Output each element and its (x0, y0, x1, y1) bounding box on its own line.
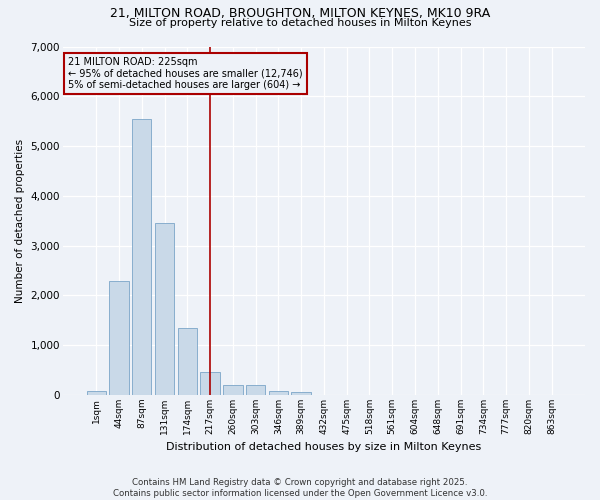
Bar (86, 391, 106, 395)
Bar (269, 391, 288, 395)
Text: 21, MILTON ROAD, BROUGHTON, MILTON KEYNES, MK10 9RA: 21, MILTON ROAD, BROUGHTON, MILTON KEYNE… (110, 8, 490, 20)
Bar (109, 280, 128, 395)
Bar (223, 385, 242, 395)
Text: 21 MILTON ROAD: 225sqm
← 95% of detached houses are smaller (12,746)
5% of semi-: 21 MILTON ROAD: 225sqm ← 95% of detached… (68, 57, 302, 90)
Bar (200, 372, 220, 395)
Text: Size of property relative to detached houses in Milton Keynes: Size of property relative to detached ho… (129, 18, 471, 28)
Text: Contains HM Land Registry data © Crown copyright and database right 2025.
Contai: Contains HM Land Registry data © Crown c… (113, 478, 487, 498)
Y-axis label: Number of detached properties: Number of detached properties (15, 138, 25, 303)
Bar (155, 223, 174, 395)
Bar (292, 392, 311, 395)
Bar (132, 118, 151, 395)
Bar (178, 328, 197, 395)
X-axis label: Distribution of detached houses by size in Milton Keynes: Distribution of detached houses by size … (166, 442, 482, 452)
Bar (246, 385, 265, 395)
